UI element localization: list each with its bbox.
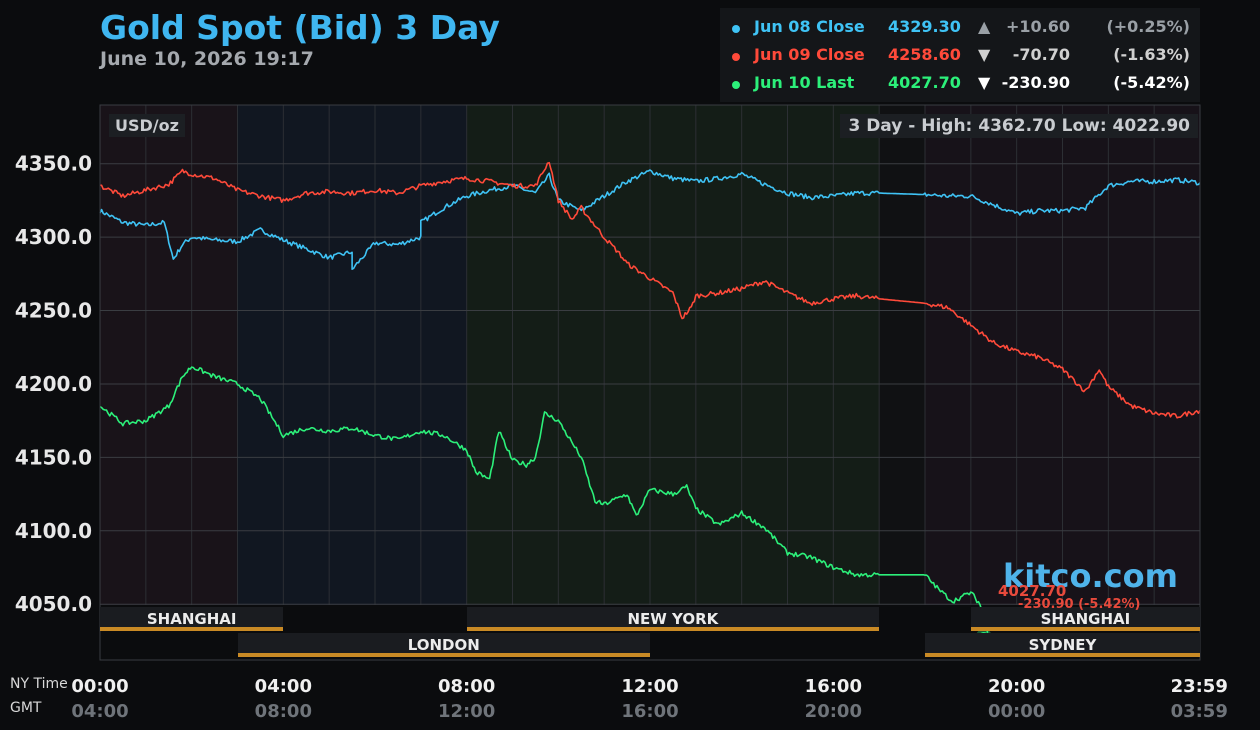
y-axis: 4050.0 4100.0 4150.0 4200.0 4250.0 4300.0 4350… [15, 152, 92, 616]
y-tick-label: 4050.0 [15, 592, 92, 616]
kitco-watermark: kitco.com [1003, 557, 1178, 595]
x-tick-label-ny: 23:59 [1170, 676, 1228, 697]
x-tick-label-ny: 12:00 [621, 676, 679, 697]
x-tick-label-ny: 16:00 [804, 676, 862, 697]
last-price-label: 4027.70 [998, 582, 1067, 600]
series-line [99, 169, 1201, 271]
y-tick-label: 4150.0 [15, 445, 92, 469]
x-tick-label-gmt: 20:00 [804, 701, 862, 722]
x-tick-label-ny: 04:00 [254, 676, 312, 697]
legend-price: 4027.70 [888, 73, 961, 92]
session-new-york: NEW YORK [466, 607, 880, 631]
up-arrow-icon: ▲ [978, 17, 991, 36]
legend-row-jun08: Jun 08 Close 4329.30 ▲ +10.60 (+0.25%) [720, 14, 1200, 42]
down-arrow-icon: ▼ [978, 45, 991, 64]
range-high-low-label: 3 Day - High: 4362.70 Low: 4022.90 [840, 114, 1198, 138]
session-band [879, 105, 925, 605]
x-tick-label-ny: 08:00 [438, 676, 496, 697]
session-band [100, 105, 238, 605]
series-line [99, 366, 990, 637]
legend-dot [732, 25, 740, 33]
session-band [466, 105, 880, 605]
legend-pct: (-1.63%) [1113, 45, 1190, 64]
unit-label: USD/oz [109, 114, 185, 137]
y-tick-label: 4300.0 [15, 225, 92, 249]
x-tick-label-gmt: 12:00 [438, 701, 496, 722]
session-band [237, 105, 467, 605]
ny-time-axis-label: NY Time [10, 676, 68, 692]
legend-name: Jun 08 Close [754, 17, 865, 36]
gmt-axis-label: GMT [10, 700, 42, 716]
last-change-label: -230.90 (-5.42%) [1018, 597, 1141, 612]
series-lines [99, 161, 1201, 645]
legend: Jun 08 Close 4329.30 ▲ +10.60 (+0.25%) J… [720, 8, 1200, 102]
session-shanghai: SHANGHAI [100, 607, 284, 631]
legend-row-jun09: Jun 09 Close 4258.60 ▼ -70.70 (-1.63%) [720, 42, 1200, 70]
y-tick-label: 4350.0 [15, 152, 92, 176]
legend-price: 4258.60 [888, 45, 961, 64]
series-line [99, 161, 1201, 419]
legend-pct: (+0.25%) [1106, 17, 1190, 36]
session-shanghai: SHANGHAI [970, 607, 1200, 631]
legend-name: Jun 10 Last [754, 73, 855, 92]
chart-title: Gold Spot (Bid) 3 Day [100, 8, 500, 47]
legend-price: 4329.30 [888, 17, 961, 36]
x-tick-label-gmt: 03:59 [1170, 701, 1228, 722]
x-tick-label-ny: 00:00 [71, 676, 129, 697]
y-tick-label: 4250.0 [15, 299, 92, 323]
legend-dot [732, 81, 740, 89]
y-tick-label: 4100.0 [15, 519, 92, 543]
legend-name: Jun 09 Close [754, 45, 865, 64]
x-tick-label-gmt: 16:00 [621, 701, 679, 722]
x-tick-label-ny: 20:00 [988, 676, 1046, 697]
grid [100, 105, 1200, 605]
y-tick-label: 4200.0 [15, 372, 92, 396]
legend-row-jun10: Jun 10 Last 4027.70 ▼ -230.90 (-5.42%) [720, 70, 1200, 98]
x-tick-label-gmt: 00:00 [988, 701, 1046, 722]
legend-dot [732, 53, 740, 61]
session-london: LONDON [237, 633, 650, 657]
session-sydney: SYDNEY [925, 633, 1200, 657]
legend-pct: (-5.42%) [1113, 73, 1190, 92]
legend-change: -70.70 [1012, 45, 1070, 64]
legend-change: +10.60 [1005, 17, 1070, 36]
x-tick-label-gmt: 04:00 [71, 701, 129, 722]
x-tick-label-gmt: 08:00 [254, 701, 312, 722]
down-arrow-icon: ▼ [978, 73, 991, 92]
plot-frame [99, 104, 1201, 661]
legend-change: -230.90 [1001, 73, 1070, 92]
chart-datetime: June 10, 2026 19:17 [100, 48, 314, 70]
